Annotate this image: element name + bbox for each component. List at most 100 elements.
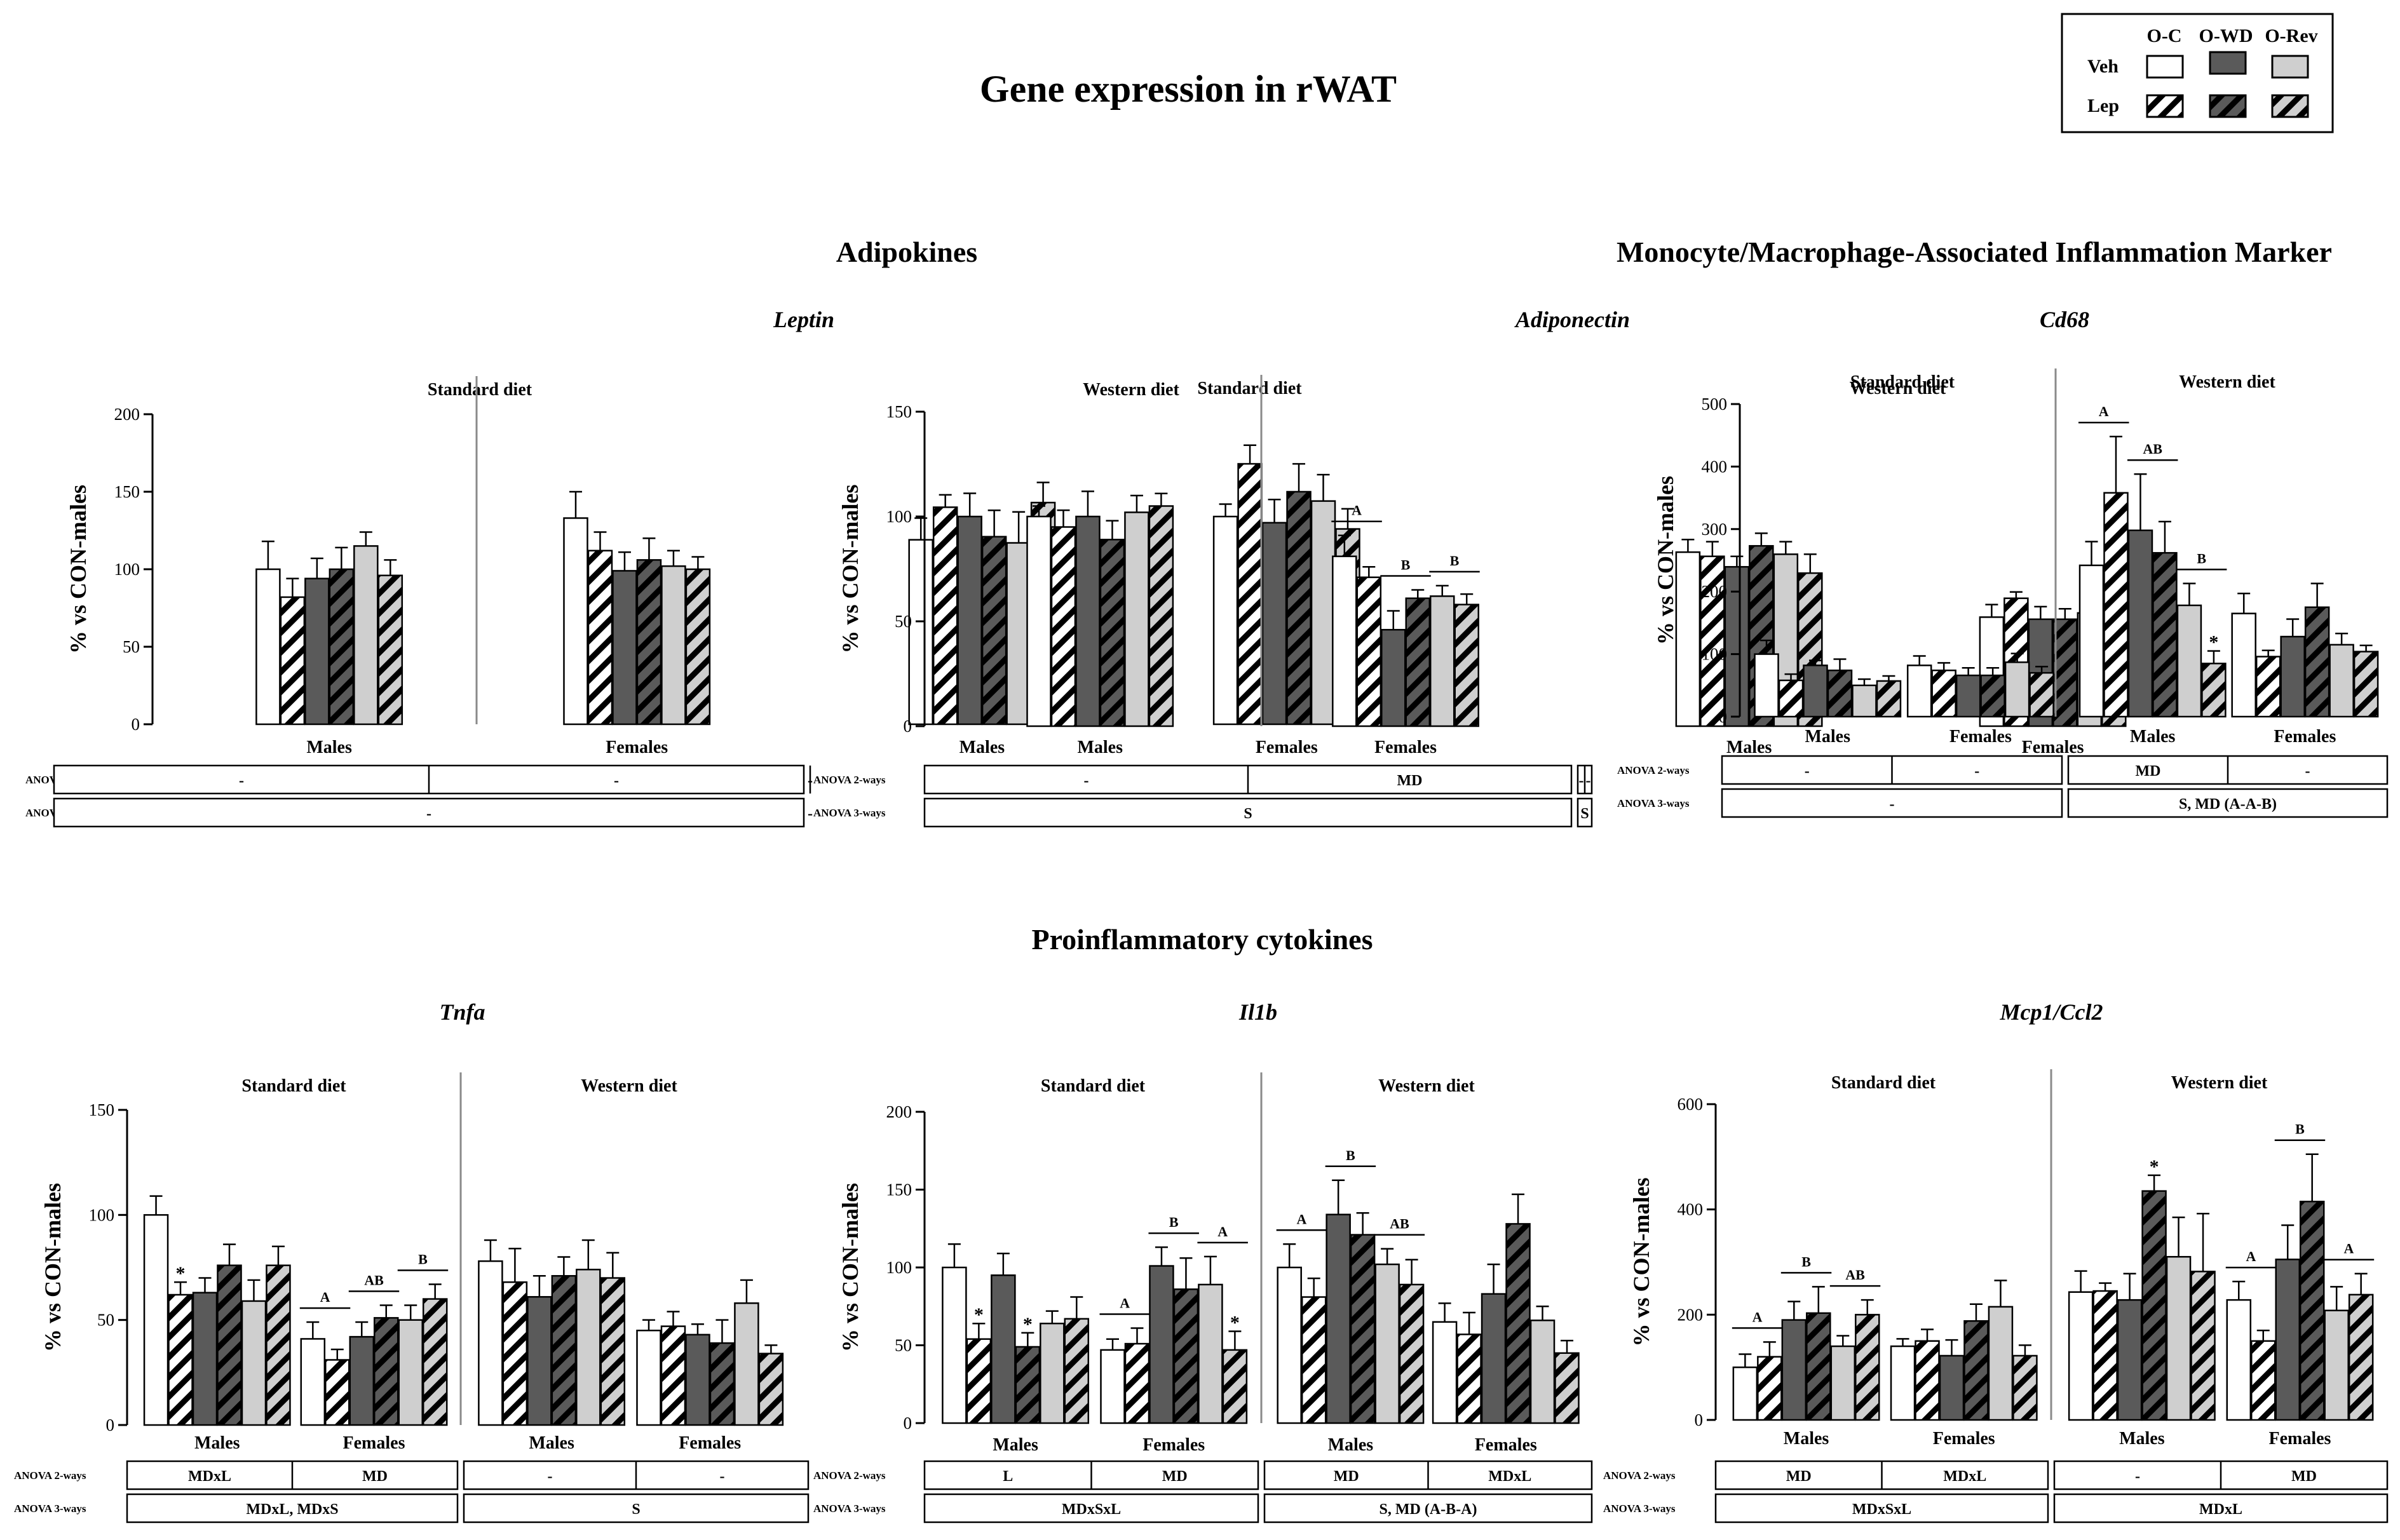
bar-oc-lep (1778, 679, 1804, 718)
group-label-females: Females (2022, 738, 2084, 757)
y-tick-label: 100 (886, 507, 912, 526)
anova-2way-cell: - (720, 1468, 725, 1485)
anova-3way-label: ANOVA 3-ways (1617, 797, 1690, 809)
bar-orev-lep (377, 574, 403, 726)
y-tick-label: 0 (904, 717, 912, 736)
bar-orev-veh (734, 1302, 759, 1426)
bar-orev-lep (1855, 1314, 1880, 1421)
bar-orev-veh (353, 545, 379, 726)
y-tick-label: 100 (89, 1205, 115, 1224)
bar-oc-veh (2068, 1291, 2094, 1421)
significance-letter: B (2295, 1121, 2305, 1137)
bar-orev-lep (1554, 1352, 1580, 1424)
bar-oc-veh (636, 1329, 661, 1426)
y-tick-label: 50 (895, 1336, 912, 1355)
anova-2way-cell: - (808, 773, 813, 789)
y-tick-label: 400 (1702, 457, 1728, 476)
significance-star: * (974, 1304, 984, 1325)
bar-orev-lep (2348, 1293, 2374, 1421)
group-label-males: Males (1726, 738, 1772, 757)
bar-oc-lep (1700, 555, 1725, 727)
anova-2way-cell: - (1579, 773, 1584, 789)
anova-3way-box (463, 1493, 810, 1523)
bar-owd-veh (1481, 1293, 1507, 1424)
y-tick-label: 200 (886, 1102, 912, 1121)
anova-2way-cell: - (614, 773, 619, 789)
anova-2way-cell: - (2135, 1468, 2140, 1485)
anova-2way-label: ANOVA 2-ways (1603, 1469, 1676, 1482)
bar-oc-lep (966, 1338, 992, 1424)
significance-letter: A (2246, 1248, 2256, 1264)
group-label-males: Males (1328, 1435, 1374, 1455)
significance-letter: A (2343, 1241, 2354, 1257)
bar-orev-veh (1310, 500, 1336, 726)
diet-label-standard: Standard diet (1197, 379, 1302, 398)
significance-letter: B (1801, 1253, 1811, 1269)
bar-oc-veh (1277, 1266, 1302, 1424)
bar-owd-veh (1803, 665, 1828, 718)
bar-oc-veh (255, 568, 281, 726)
anova-2way-cell: - (2305, 763, 2310, 780)
diet-label-western: Western diet (2179, 372, 2275, 392)
bar-owd-lep (2141, 1190, 2167, 1421)
anova-3way-cell: S (1580, 806, 1589, 822)
bar-orev-lep (266, 1264, 291, 1426)
significance-letter: A (1217, 1224, 1228, 1239)
anova-2way-cell: MD (1334, 1468, 1359, 1485)
bar-oc-veh (143, 1214, 169, 1426)
bar-owd-veh (957, 515, 982, 726)
bar-oc-veh (1906, 665, 1932, 718)
legend-swatch-owd-lep (2209, 94, 2247, 118)
y-tick-label: 0 (904, 1414, 912, 1433)
bar-oc-veh (300, 1338, 326, 1426)
anova-3way-box (1714, 1493, 2049, 1523)
bar-owd-lep (1405, 597, 1431, 727)
bar-oc-lep (1301, 1296, 1327, 1424)
bar-orev-veh (2004, 661, 2030, 718)
diet-label-standard: Standard diet (428, 380, 532, 400)
group-label-males: Males (529, 1433, 574, 1453)
chart-tnfa: Tnfa Standard diet Western diet 0 50 100 150 % … (14, 999, 810, 1523)
significance-letter: A (1753, 1309, 1763, 1325)
legend-col-orev: O-Rev (2265, 25, 2317, 46)
anova-2way-cell: MDxL (1488, 1468, 1531, 1485)
bar-owd-lep (1350, 1234, 1376, 1424)
y-axis-label: % vs CON-males (837, 485, 863, 654)
anova-3way-cell: S, MD (A-A-B) (2179, 796, 2277, 813)
bar-owd-veh (1149, 1265, 1174, 1424)
bar-oc-veh (908, 539, 933, 726)
group-label-females: Females (1933, 1429, 1995, 1449)
anova-3way-box (53, 797, 805, 828)
bar-owd-veh (2275, 1259, 2300, 1421)
group-label-females: Females (2268, 1429, 2331, 1449)
bar-owd-lep (1015, 1346, 1041, 1424)
bar-owd-veh (1724, 565, 1750, 727)
group-label-females: Females (1949, 727, 2012, 746)
significance-star: * (176, 1263, 186, 1284)
bar-oc-lep (660, 1325, 686, 1426)
anova-2way-cell: MDxL (188, 1468, 231, 1485)
group-label-females: Females (1374, 738, 1437, 757)
bar-owd-lep (2152, 551, 2178, 718)
bar-orev-lep (2029, 672, 2054, 718)
bar-oc-veh (1754, 653, 1779, 718)
group-label-males: Males (959, 738, 1005, 757)
anova-3way-cell: MDxSxL (1852, 1501, 1911, 1518)
significance-letter: B (1450, 553, 1460, 569)
significance-letter: A (1120, 1295, 1130, 1311)
group-label-females: Females (2274, 727, 2336, 746)
bar-owd-veh (192, 1292, 218, 1426)
y-axis-label: % vs CON-males (65, 485, 91, 654)
bar-oc-veh (2078, 564, 2105, 718)
legend-col-owd: O-WD (2199, 25, 2253, 46)
chart-title: Cd68 (2040, 307, 2089, 332)
legend-swatch-oc-lep (2146, 94, 2184, 118)
bar-orev-lep (2012, 1354, 2038, 1421)
anova-3way-cell: MDxSxL (1062, 1501, 1121, 1518)
significance-star: * (2209, 632, 2218, 653)
y-tick-label: 200 (1702, 582, 1728, 601)
significance-letter: A (1296, 1211, 1306, 1227)
bar-owd-lep (551, 1274, 577, 1426)
legend-row-veh: Veh (2087, 56, 2119, 77)
anova-2way-cell: - (548, 1468, 553, 1485)
